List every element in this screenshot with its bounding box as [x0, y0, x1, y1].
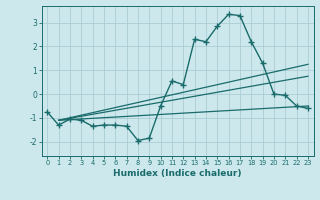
X-axis label: Humidex (Indice chaleur): Humidex (Indice chaleur) [113, 169, 242, 178]
